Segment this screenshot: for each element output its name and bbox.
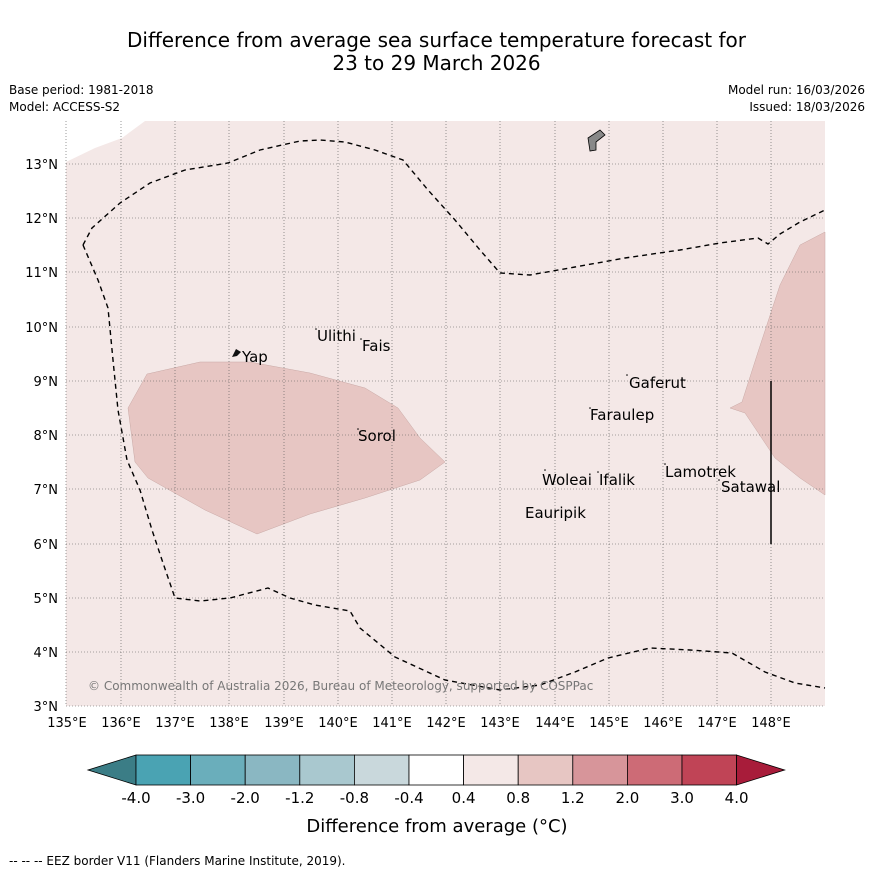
title-line-1: Difference from average sea surface temp… [126, 28, 746, 52]
colorbar-bin [299, 754, 355, 786]
colorbar-tick-label: -2.0 [231, 789, 260, 807]
colorbar-title: Difference from average (°C) [306, 816, 567, 837]
lon-label: 139°E [264, 716, 304, 731]
issued-date: Issued: 18/03/2026 [749, 100, 865, 114]
place-label-satawal: Satawal [721, 478, 780, 496]
colorbar-arrow-right [736, 754, 786, 786]
lat-label: 12°N [25, 212, 58, 227]
lamotrek-island [664, 463, 666, 465]
lon-label: 147°E [697, 716, 737, 731]
place-label-ifalik: Ifalik [599, 471, 635, 489]
colorbar-bin [517, 754, 574, 786]
colorbar-bin [190, 754, 246, 786]
ulithi-island [315, 328, 317, 330]
colorbar [86, 754, 786, 786]
colorbar-tick-label: -3.0 [176, 789, 205, 807]
place-label-fais: Fais [362, 337, 391, 355]
colorbar-bin [627, 754, 683, 786]
colorbar-tick-label: 1.2 [561, 789, 585, 807]
colorbar-bin [135, 754, 191, 786]
place-label-woleai: Woleai [542, 471, 592, 489]
lon-label: 143°E [480, 716, 520, 731]
colorbar-arrow-left [86, 754, 137, 786]
satawal-island [718, 479, 720, 481]
colorbar-bin [681, 754, 737, 786]
woleai-island [544, 469, 546, 471]
lat-label: 4°N [34, 646, 59, 661]
lat-label: 8°N [34, 429, 59, 444]
lat-label: 11°N [25, 266, 58, 281]
place-label-gaferut: Gaferut [629, 374, 686, 392]
place-label-lamotrek: Lamotrek [665, 463, 736, 481]
lat-label: 9°N [34, 375, 59, 390]
colorbar-tick-label: -4.0 [121, 789, 150, 807]
copyright-text: © Commonwealth of Australia 2026, Bureau… [88, 679, 593, 693]
lat-label: 6°N [34, 538, 59, 553]
model-name: Model: ACCESS-S2 [9, 100, 121, 114]
lon-label: 146°E [643, 716, 683, 731]
anomaly-patch-west [127, 361, 446, 535]
place-label-ulithi: Ulithi [317, 327, 356, 345]
colorbar-labels: -4.0 -3.0 -2.0 -1.2 -0.8 -0.4 0.4 0.8 1.2 2.0 3.0 4… [121, 789, 748, 807]
lon-axis: 135°E 136°E 137°E 138°E 139°E 140°E 141°… [47, 716, 791, 731]
colorbar-tick-label: 0.4 [452, 789, 476, 807]
sorol-island [357, 428, 359, 430]
colorbar-tick-label: -0.8 [340, 789, 369, 807]
colorbar-bin [244, 754, 301, 786]
lat-label: 10°N [25, 321, 58, 336]
lon-label: 142°E [426, 716, 466, 731]
ifalik-island [597, 471, 599, 473]
gaferut-island [626, 374, 628, 376]
colorbar-tick-label: 2.0 [615, 789, 639, 807]
colorbar-bin [408, 754, 464, 786]
place-label-eauripik: Eauripik [525, 504, 586, 522]
faraulep-island [589, 407, 591, 409]
place-labels: Yap Ulithi Fais Sorol Gaferut Faraulep W… [241, 327, 780, 522]
colorbar-tick-label: -0.4 [394, 789, 423, 807]
place-label-sorol: Sorol [358, 427, 396, 445]
place-label-yap: Yap [241, 348, 268, 366]
map-area [66, 121, 826, 706]
lat-label: 3°N [34, 700, 59, 715]
colorbar-tick-label: -1.2 [285, 789, 314, 807]
title-line-2: 23 to 29 March 2026 [332, 51, 541, 75]
lon-label: 136°E [101, 716, 141, 731]
colorbar-bin [353, 754, 410, 786]
model-run: Model run: 16/03/2026 [727, 83, 865, 97]
colorbar-bin [463, 754, 519, 786]
lon-label: 138°E [209, 716, 249, 731]
colorbar-tick-label: 3.0 [670, 789, 694, 807]
yap-island [232, 349, 241, 357]
lon-label: 137°E [155, 716, 195, 731]
lat-axis: 13°N 12°N 11°N 10°N 9°N 8°N 7°N 6°N 5°N … [25, 158, 58, 715]
guam-island [587, 129, 606, 152]
lat-label: 7°N [34, 483, 59, 498]
base-period: Base period: 1981-2018 [9, 83, 154, 97]
eez-border [82, 139, 826, 691]
colorbar-tick-label: 0.8 [506, 789, 530, 807]
lon-label: 145°E [589, 716, 629, 731]
anomaly-patch-east [729, 231, 826, 496]
lon-label: 144°E [535, 716, 575, 731]
lat-label: 13°N [25, 158, 58, 173]
graticule [65, 121, 825, 707]
colorbar-tick-label: 4.0 [725, 789, 749, 807]
place-label-faraulep: Faraulep [590, 406, 654, 424]
fais-island [360, 338, 362, 340]
lon-label: 148°E [751, 716, 791, 731]
lon-label: 141°E [372, 716, 412, 731]
colorbar-bin [572, 754, 628, 786]
eez-footnote: -- -- -- EEZ border V11 (Flanders Marine… [9, 854, 346, 868]
lon-label: 135°E [47, 716, 87, 731]
lon-label: 140°E [318, 716, 358, 731]
anomaly-fill-light [66, 121, 825, 706]
lat-label: 5°N [34, 592, 59, 607]
